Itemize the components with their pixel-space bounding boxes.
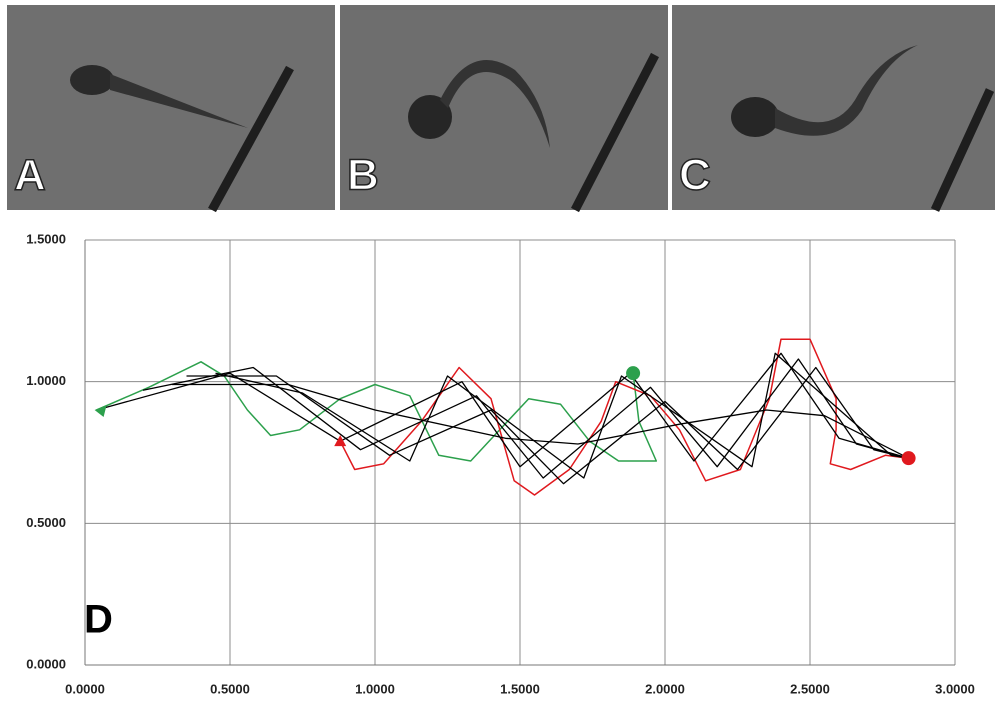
photo-b: B xyxy=(340,5,668,213)
panel-label: D xyxy=(84,598,113,642)
marker xyxy=(901,451,916,466)
panel-label: B xyxy=(347,151,379,200)
x-tick-label: 3.0000 xyxy=(935,681,975,696)
marker xyxy=(626,366,641,381)
trace-line xyxy=(215,352,909,479)
photo-c: C xyxy=(672,5,995,212)
x-tick-label: 1.5000 xyxy=(500,681,540,696)
x-tick-label: 0.5000 xyxy=(210,681,250,696)
x-tick-label: 0.0000 xyxy=(65,681,105,696)
x-tick-label: 2.0000 xyxy=(645,681,685,696)
y-tick-label: 0.0000 xyxy=(26,656,66,671)
trace-line xyxy=(186,366,909,485)
panel-label: C xyxy=(679,151,711,200)
photo-a: A xyxy=(7,5,335,213)
chart: 0.0000 0.5000 1.0000 1.5000 0.0000 0.5000 1.00… xyxy=(26,231,975,696)
trace-line xyxy=(142,358,909,479)
marker xyxy=(334,435,347,447)
y-tick-label: 1.0000 xyxy=(26,373,66,388)
trace-line xyxy=(339,338,909,496)
trace-line xyxy=(172,383,909,459)
y-tick-label: 1.5000 xyxy=(26,231,66,246)
marker xyxy=(94,405,107,417)
panel-label: A xyxy=(14,151,46,200)
x-tick-label: 2.5000 xyxy=(790,681,830,696)
trace-line xyxy=(96,352,909,468)
y-tick-label: 0.5000 xyxy=(26,515,66,530)
x-tick-label: 1.0000 xyxy=(355,681,395,696)
trace-line xyxy=(96,361,658,462)
